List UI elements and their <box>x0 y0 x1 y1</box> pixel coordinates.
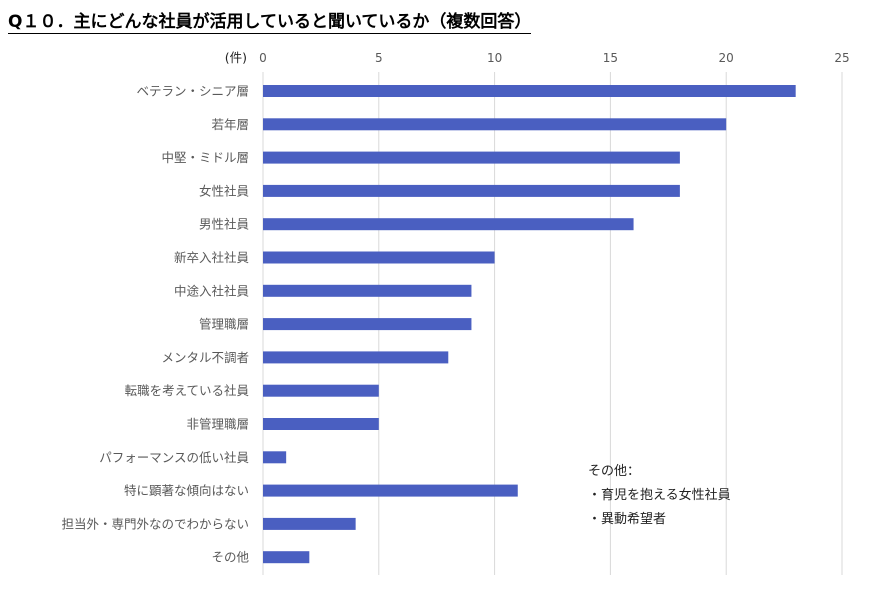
category-label: 非管理職層 <box>186 417 249 432</box>
category-label: パフォーマンスの低い社員 <box>99 450 249 465</box>
bar <box>263 384 379 397</box>
category-labels: ベテラン・シニア層若年層中堅・ミドル層女性社員男性社員新卒入社社員中途入社社員管… <box>61 84 249 565</box>
bar <box>263 184 680 197</box>
category-label: 新卒入社社員 <box>174 250 250 265</box>
category-label: 転職を考えている社員 <box>125 383 250 398</box>
x-tick-label: 0 <box>259 51 267 65</box>
x-tick-label: 20 <box>719 51 734 65</box>
category-label: 中堅・ミドル層 <box>161 150 249 165</box>
bar <box>263 351 449 364</box>
x-tick-label: 25 <box>834 51 849 65</box>
unit-label: (件) <box>225 50 247 65</box>
chart-title: Q１０．主にどんな社員が活用していると聞いているか（複数回答） <box>8 7 532 34</box>
category-label: 特に顕著な傾向はない <box>124 483 249 498</box>
category-label: 男性社員 <box>199 217 250 232</box>
x-tick-label: 15 <box>603 51 618 65</box>
category-label: ベテラン・シニア層 <box>136 84 249 99</box>
other-note-item: ・育児を抱える女性社員 <box>588 488 731 503</box>
bar <box>263 251 495 264</box>
bar <box>263 218 634 231</box>
other-note-item: ・異動希望者 <box>588 512 667 527</box>
category-label: 管理職層 <box>199 317 249 332</box>
category-label: 若年層 <box>211 117 249 132</box>
bar <box>263 451 287 464</box>
bar <box>263 551 310 564</box>
category-label: メンタル不調者 <box>161 350 249 365</box>
bar <box>263 85 796 97</box>
category-label: 担当外・専門外なのでわからない <box>61 516 249 531</box>
bar <box>263 517 356 530</box>
bar <box>263 284 472 297</box>
bar <box>263 151 680 164</box>
bar <box>263 418 379 430</box>
bars <box>263 85 796 564</box>
bar <box>263 118 727 131</box>
bar <box>263 484 518 497</box>
other-note: その他： ・育児を抱える女性社員 ・異動希望者 <box>588 460 731 532</box>
bar <box>263 318 472 331</box>
category-label: 中途入社社員 <box>174 283 250 298</box>
x-tick-label: 5 <box>375 51 383 65</box>
x-tick-label: 10 <box>487 51 502 65</box>
category-label: その他 <box>211 550 249 565</box>
x-tick-labels: 0 5 10 15 20 25 <box>259 51 849 65</box>
other-note-heading: その他： <box>588 464 641 479</box>
category-label: 女性社員 <box>199 183 250 198</box>
